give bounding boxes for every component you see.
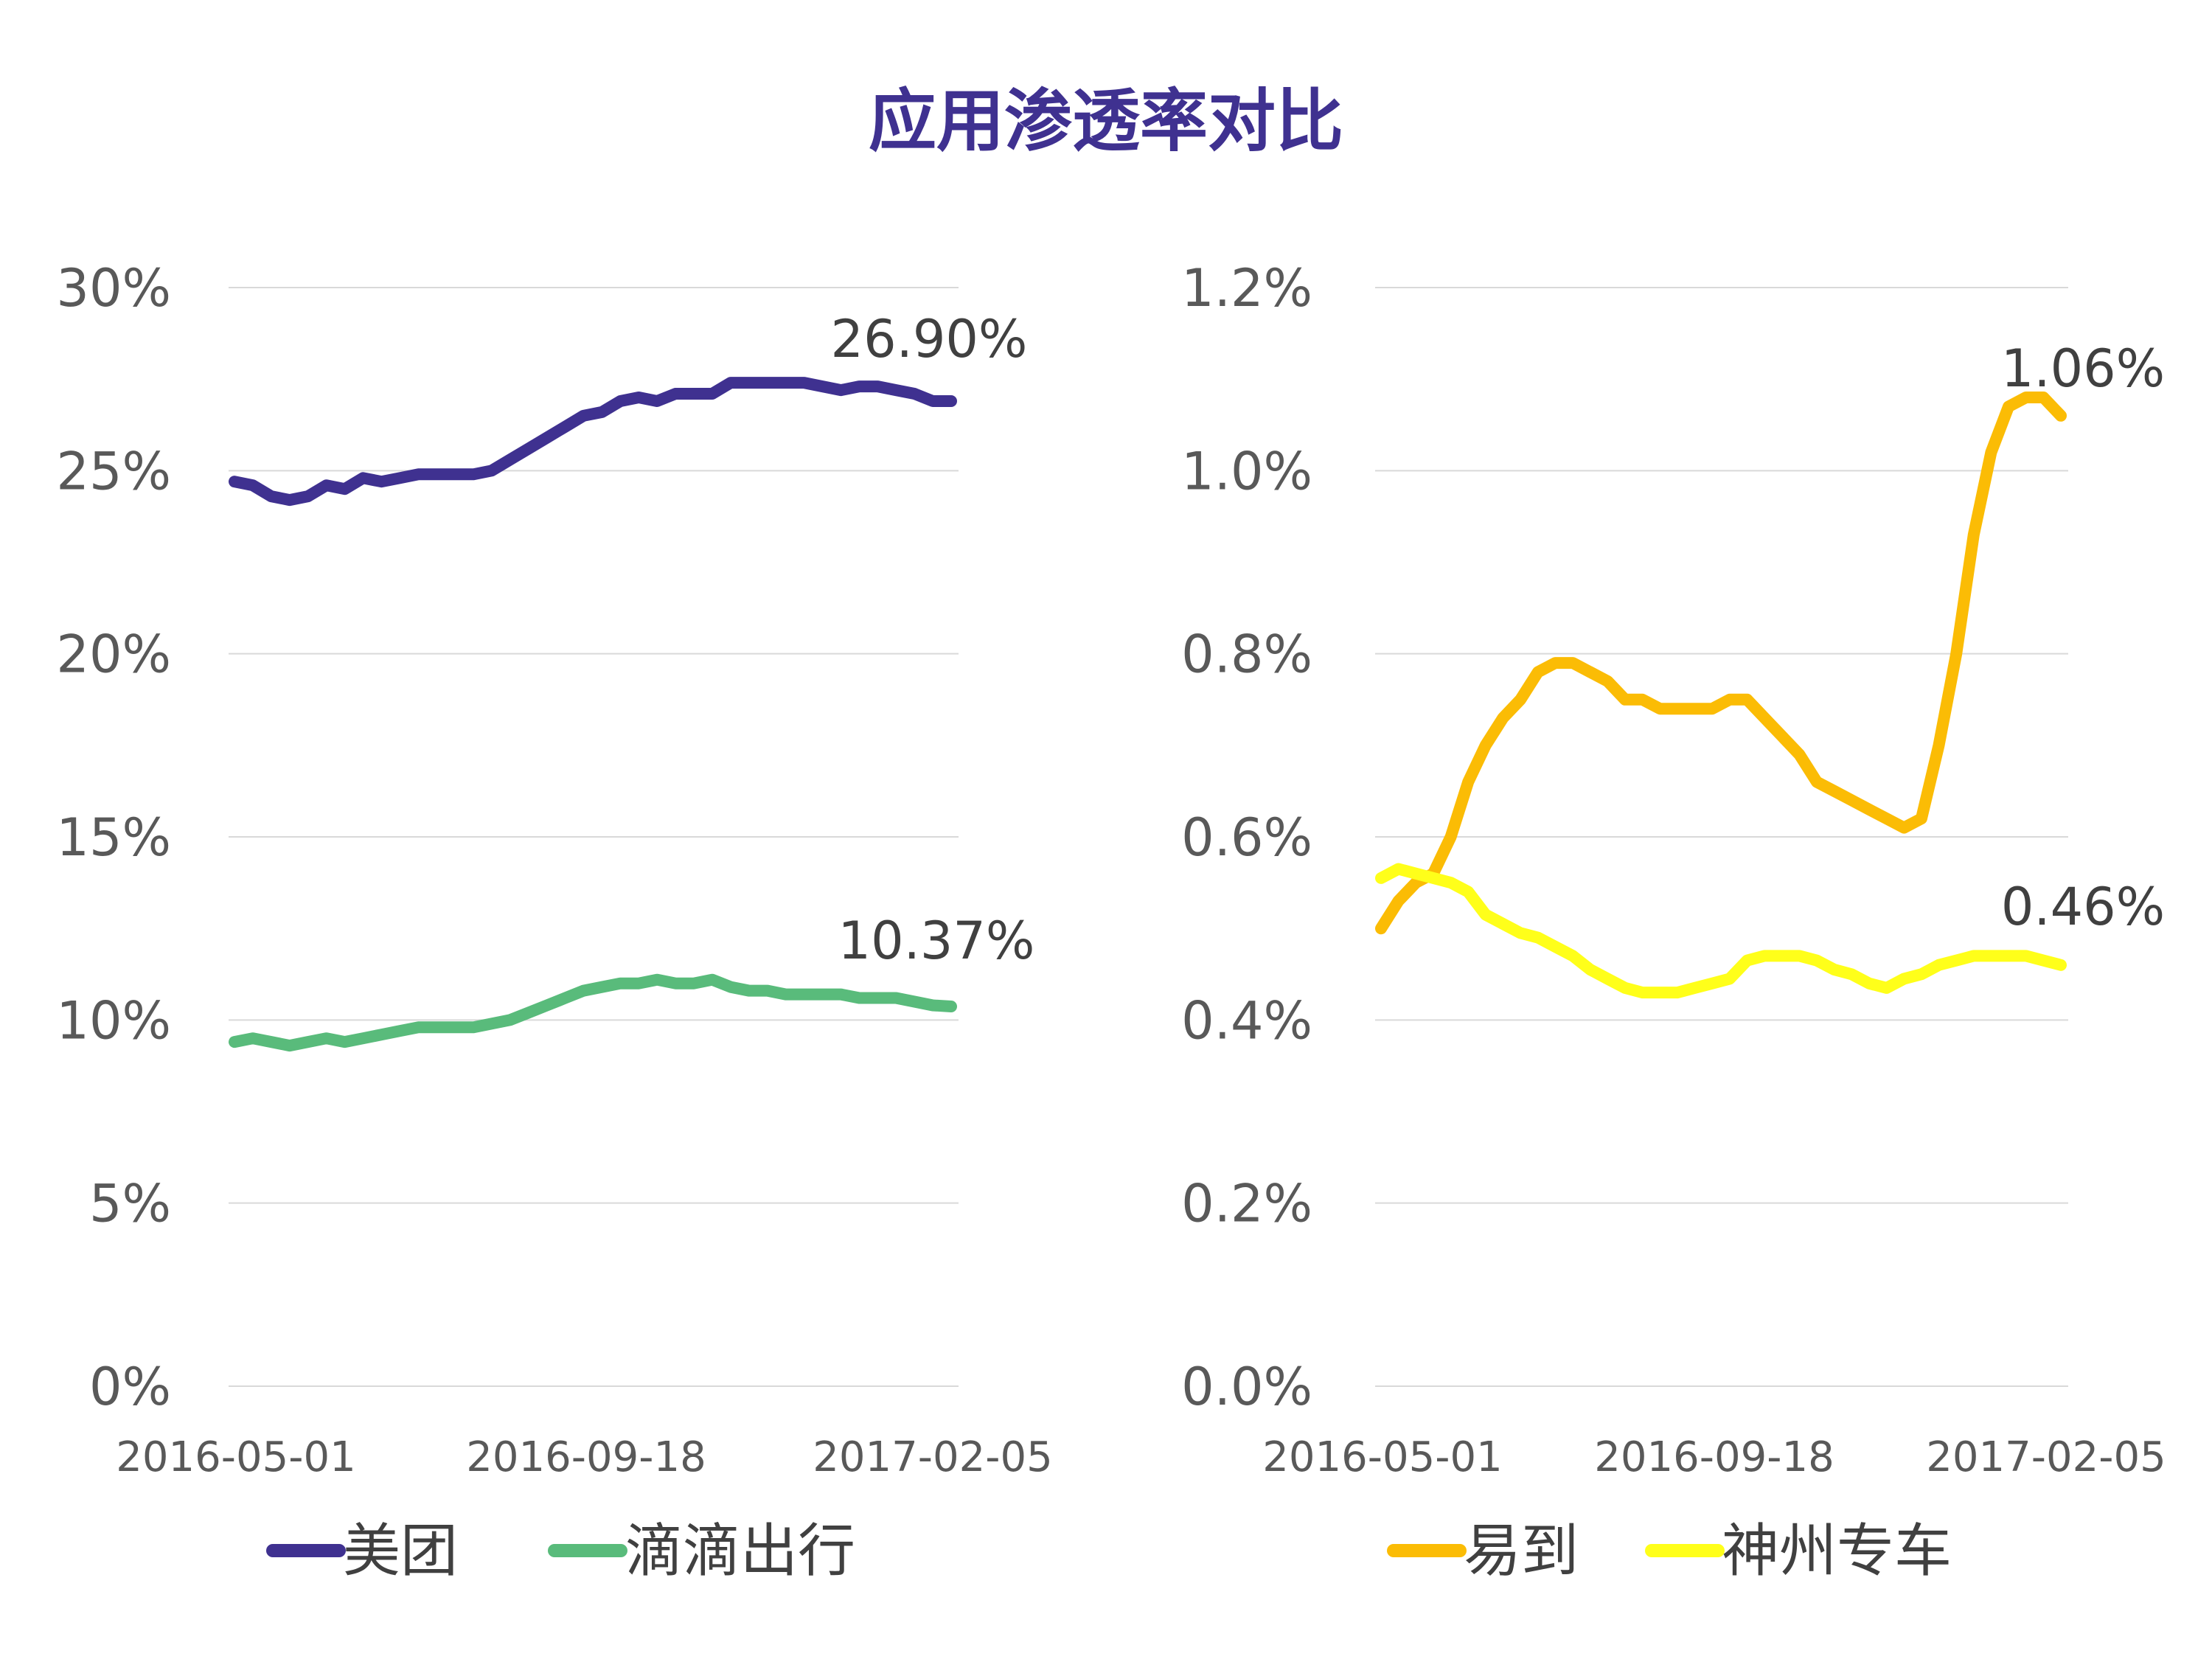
y-tick-label: 5% [89, 1174, 171, 1234]
y-tick-label: 1.2% [1181, 258, 1312, 319]
y-tick-label: 1.0% [1181, 441, 1312, 501]
legend-label: 美团 [343, 1518, 458, 1585]
series-line-1 [1375, 392, 2067, 935]
chart-title: 应用渗透率对比 [868, 82, 1343, 161]
x-tick-label: 2016-09-18 [1594, 1433, 1834, 1481]
series-line-1 [229, 377, 957, 507]
data-label: 1.06% [2001, 338, 2165, 399]
x-tick-label: 2016-05-01 [116, 1433, 355, 1481]
chart-right: 0.0% 0.2% 0.4% 0.6% 0.8% 1.0% 1.2% 2016-05-01 20… [1181, 258, 2166, 1585]
legend-label: 滴滴出行 [625, 1518, 855, 1585]
x-tick-label: 2017-02-05 [1926, 1433, 2166, 1481]
y-tick-label: 0% [89, 1357, 171, 1417]
y-tick-label: 0.6% [1181, 807, 1312, 868]
legend-label: 易到 [1464, 1518, 1579, 1585]
series-line-2 [1375, 863, 2067, 999]
x-tick-label: 2016-09-18 [466, 1433, 706, 1481]
y-tick-label: 30% [56, 258, 171, 319]
series-line-2 [229, 973, 957, 1052]
x-tick-label: 2017-02-05 [813, 1433, 1052, 1481]
data-label: 0.46% [2001, 877, 2165, 937]
y-tick-label: 15% [56, 807, 171, 868]
y-tick-label: 0.2% [1181, 1174, 1312, 1234]
y-tick-label: 20% [56, 625, 171, 685]
y-tick-label: 25% [56, 441, 171, 501]
legend-label: 神州专车 [1722, 1518, 1952, 1585]
data-label: 26.90% [831, 309, 1028, 369]
y-tick-label: 0.0% [1181, 1357, 1312, 1417]
x-tick-label: 2016-05-01 [1262, 1433, 1502, 1481]
chart-left: 0% 5% 10% 15% 20% 25% 30% 2016-05-01 2016-09-18 2… [56, 258, 1052, 1585]
y-tick-label: 10% [56, 990, 171, 1051]
y-tick-label: 0.8% [1181, 625, 1312, 685]
data-label: 10.37% [838, 911, 1035, 971]
y-tick-label: 0.4% [1181, 990, 1312, 1051]
